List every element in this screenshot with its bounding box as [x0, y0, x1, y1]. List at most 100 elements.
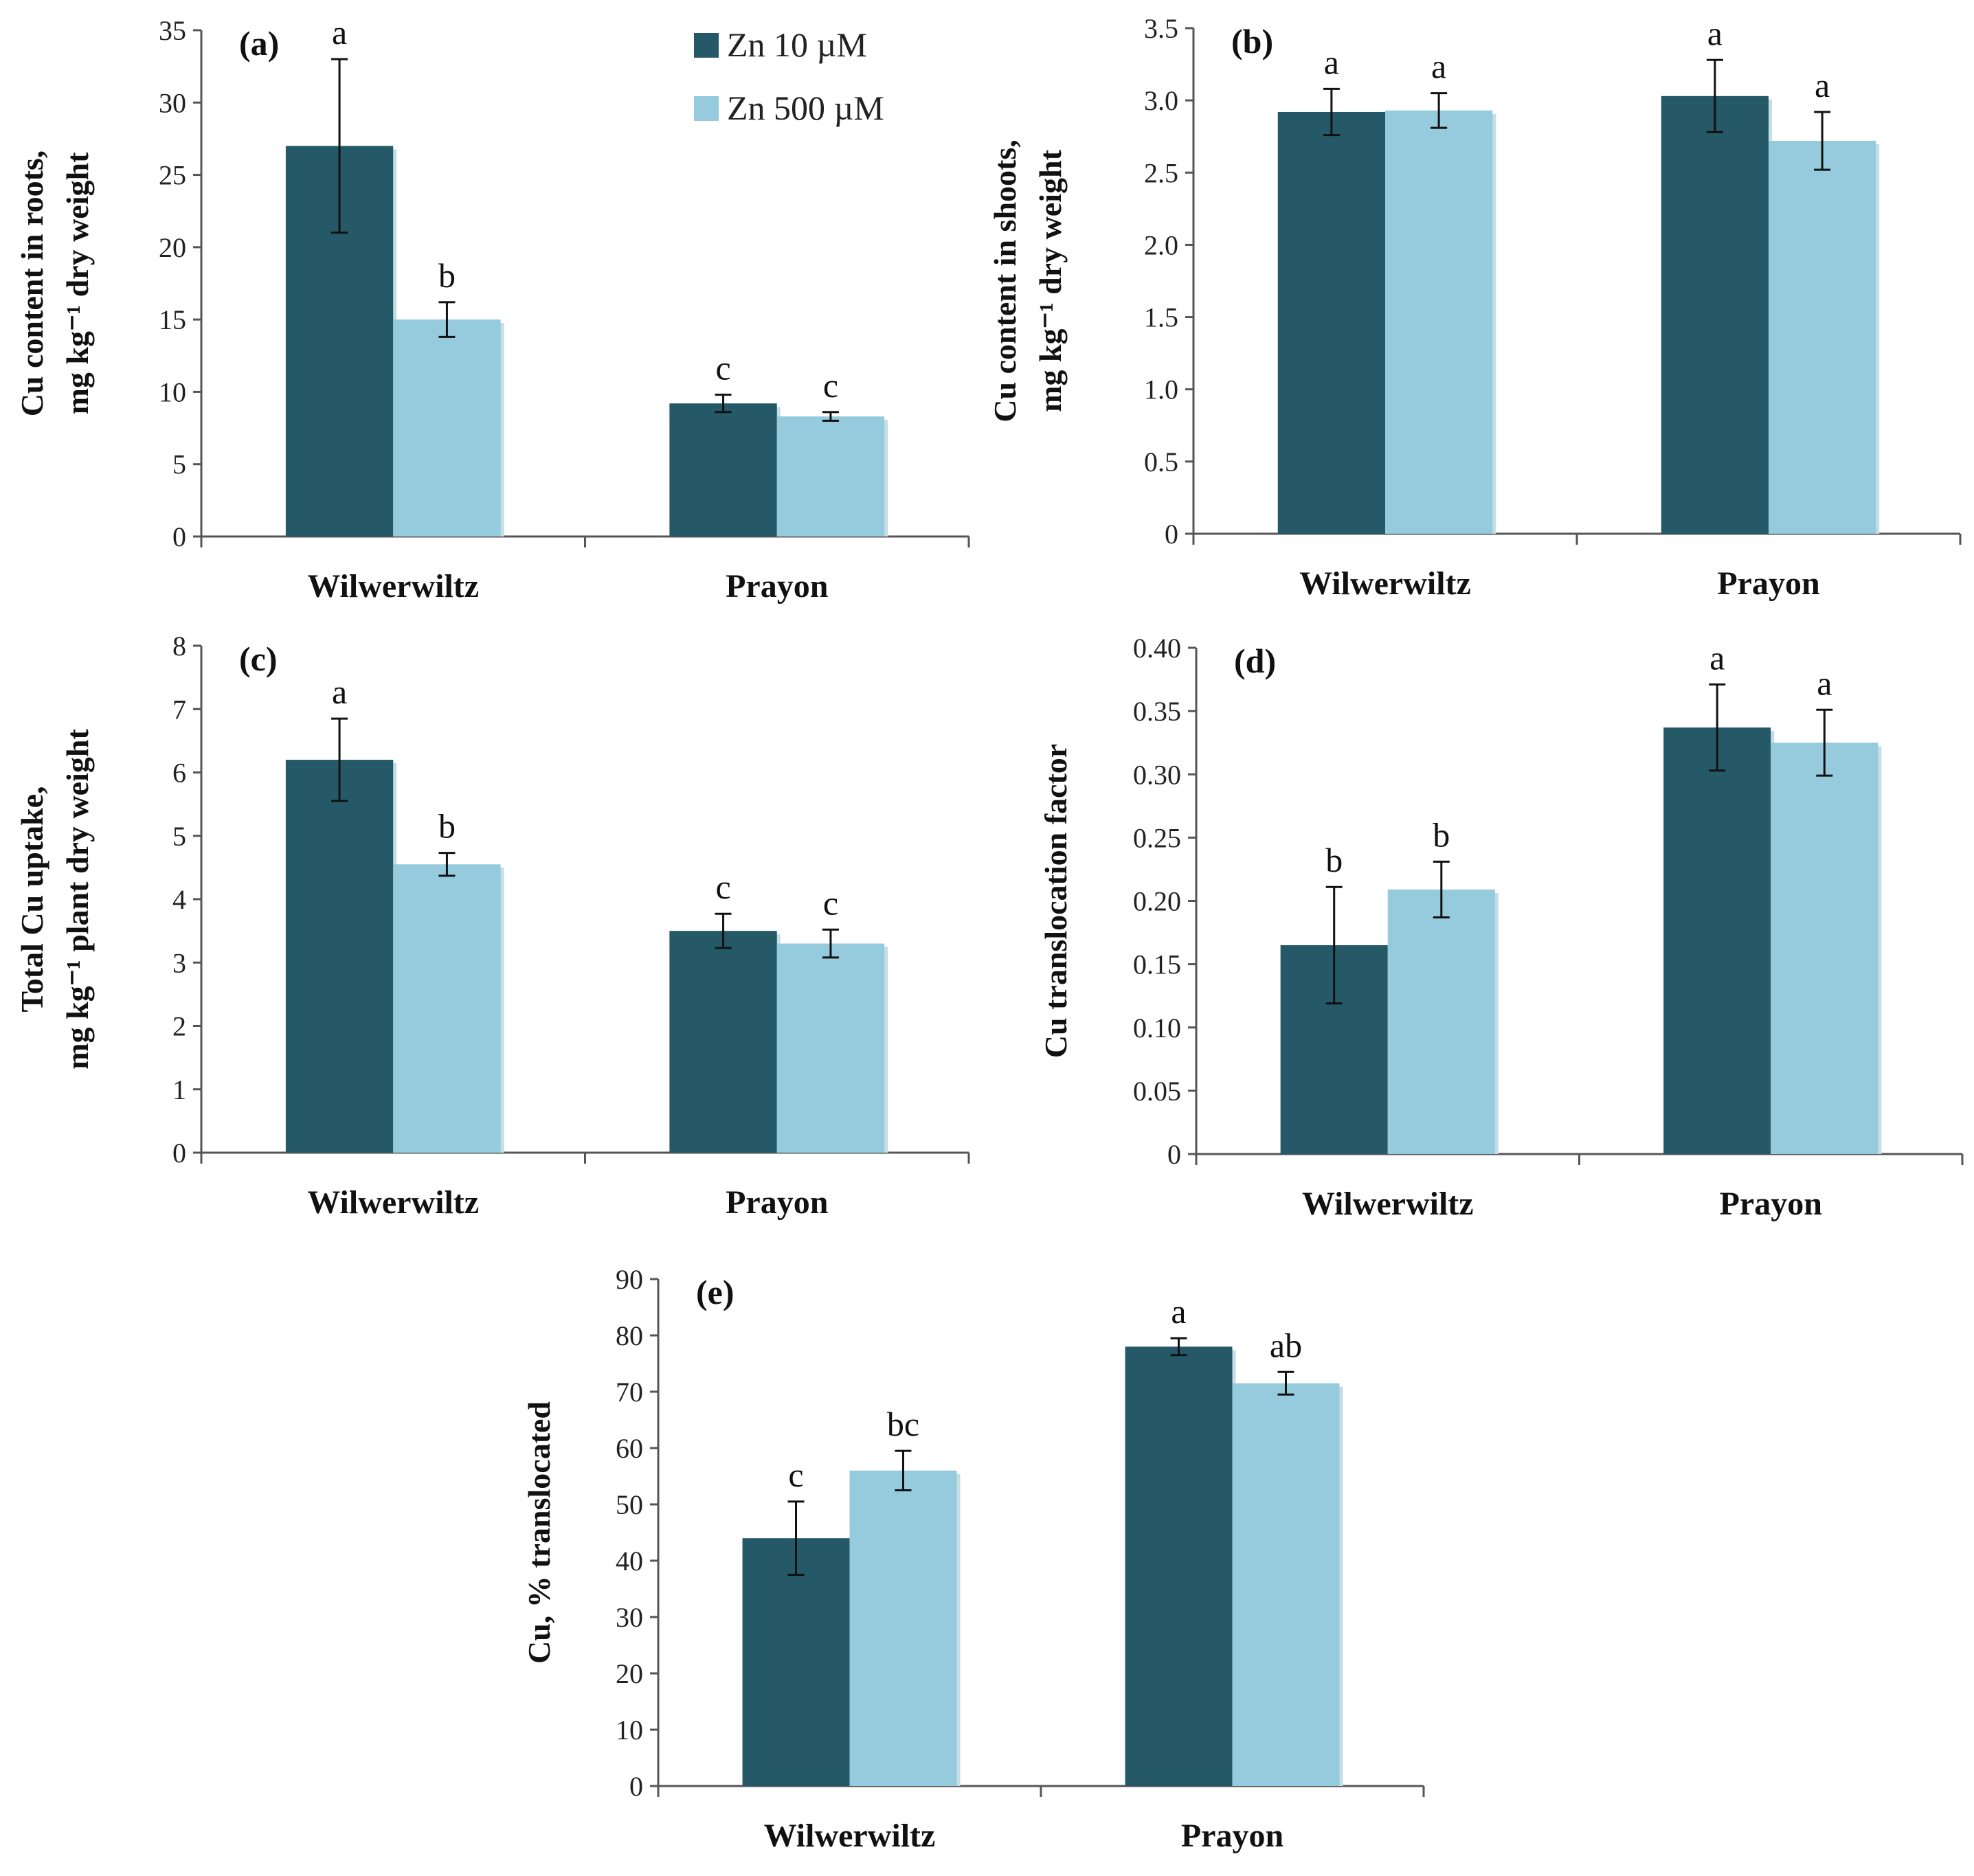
y-tick-label: 2 — [172, 1011, 186, 1042]
y-tick-label: 20 — [159, 232, 186, 263]
y-tick-label: 5 — [172, 821, 186, 852]
bar-zn10-prayon — [1125, 1346, 1233, 1786]
y-axis-title-units: mg kg⁻¹ plant dry weight — [60, 729, 95, 1070]
y-axis-title: Total Cu uptake, — [14, 786, 49, 1012]
legend-label-zn500: Zn 500 µM — [727, 89, 884, 127]
bar-zn10-wilwerwiltz — [285, 760, 394, 1153]
significance-letter: c — [823, 883, 838, 922]
significance-letter: a — [1171, 1292, 1186, 1331]
y-tick-label: 80 — [616, 1320, 643, 1351]
y-tick-label: 7 — [172, 694, 186, 725]
chart-panel-a: 0 5 10 15 20 25 30 35 Wilwerwiltz a b Prayon c c (a) Cu… — [14, 13, 970, 604]
bar-zn500-prayon — [776, 416, 885, 536]
bar-zn10-wilwerwiltz — [1277, 111, 1385, 534]
bar-zn500-wilwerwiltz — [393, 864, 501, 1153]
y-axis-title: Cu content in shoots, — [987, 139, 1022, 422]
y-tick-label: 30 — [159, 87, 186, 118]
y-tick-label: 0 — [1165, 519, 1178, 550]
significance-letter: a — [332, 13, 347, 52]
y-tick-label: 30 — [616, 1602, 643, 1633]
bar-zn500-wilwerwiltz — [393, 319, 501, 536]
bar-zn500-prayon — [1232, 1383, 1340, 1786]
legend-label-zn10: Zn 10 µM — [727, 25, 867, 64]
x-category-label: Wilwerwiltz — [307, 1184, 479, 1221]
panel-label: (c) — [239, 640, 278, 678]
y-tick-label: 20 — [616, 1658, 643, 1689]
y-axis-title-units: mg kg⁻¹ dry weight — [1033, 149, 1068, 411]
x-category-label: Wilwerwiltz — [307, 568, 479, 604]
significance-letter: c — [715, 868, 730, 906]
significance-letter: b — [438, 807, 456, 846]
legend: Zn 10 µM Zn 500 µM — [694, 25, 884, 127]
x-category-label: Prayon — [726, 568, 828, 604]
significance-letter: b — [1325, 841, 1343, 879]
y-tick-label: 0 — [172, 521, 186, 552]
significance-letter: c — [715, 349, 730, 387]
significance-letter: b — [438, 256, 456, 295]
chart-panel-d: 0 0.05 0.10 0.15 0.20 0.25 0.30 0.35 0.40 Wilwerw… — [1038, 633, 1964, 1222]
y-tick-label: 4 — [172, 884, 186, 915]
y-axis-title: Cu translocation factor — [1038, 744, 1073, 1058]
y-tick-label: 10 — [616, 1715, 643, 1745]
y-tick-label: 1.0 — [1144, 374, 1178, 405]
chart-panel-b: 0 0.5 1.0 1.5 2.0 2.5 3.0 3.5 Wilwerwiltz a a Prayo… — [987, 13, 1962, 602]
y-tick-label: 90 — [616, 1264, 643, 1295]
significance-letter: c — [823, 366, 838, 405]
y-tick-label: 8 — [172, 631, 186, 662]
y-tick-label: 2.5 — [1144, 157, 1178, 188]
panel-label: (d) — [1234, 642, 1276, 680]
significance-letter: b — [1433, 815, 1450, 854]
bar-zn500-prayon — [1769, 141, 1876, 534]
bar-zn500-prayon — [1771, 743, 1878, 1154]
y-tick-label: 70 — [616, 1377, 643, 1408]
y-tick-label: 0 — [172, 1138, 186, 1168]
y-tick-label: 0.40 — [1133, 633, 1181, 664]
significance-letter: ab — [1270, 1326, 1302, 1364]
panel-label: (e) — [696, 1273, 734, 1311]
y-tick-label: 50 — [616, 1489, 643, 1520]
y-tick-label: 0.15 — [1133, 949, 1181, 980]
chart-panel-e: 0 10 20 30 40 50 60 70 80 90 Wilwerwiltz c bc Prayon a… — [521, 1264, 1425, 1854]
x-category-label: Wilwerwiltz — [1299, 565, 1471, 602]
bar-zn10-prayon — [1661, 95, 1769, 534]
y-axis-title: Cu, % translocated — [521, 1401, 557, 1664]
x-category-label: Prayon — [726, 1184, 828, 1221]
y-tick-label: 15 — [159, 304, 186, 335]
y-tick-label: 0.30 — [1133, 759, 1181, 790]
x-category-label: Wilwerwiltz — [764, 1818, 936, 1854]
bar-zn10-prayon — [669, 931, 777, 1153]
y-tick-label: 1 — [172, 1074, 186, 1105]
significance-letter: a — [1324, 43, 1339, 81]
significance-letter: a — [332, 673, 347, 711]
bar-zn500-wilwerwiltz — [1385, 110, 1493, 534]
bar-zn500-wilwerwiltz — [849, 1470, 957, 1786]
y-tick-label: 2.0 — [1144, 229, 1178, 260]
significance-letter: bc — [887, 1405, 919, 1443]
x-category-label: Prayon — [1181, 1818, 1283, 1854]
y-tick-label: 0.5 — [1144, 447, 1178, 477]
y-tick-label: 0.10 — [1133, 1013, 1181, 1043]
bar-zn500-prayon — [776, 943, 885, 1153]
y-tick-label: 35 — [159, 15, 186, 46]
y-tick-label: 5 — [172, 449, 186, 480]
y-tick-label: 6 — [172, 758, 186, 789]
legend-swatch-zn500 — [694, 96, 719, 121]
y-tick-label: 0.20 — [1133, 886, 1181, 917]
y-tick-label: 1.5 — [1144, 302, 1178, 333]
y-tick-label: 40 — [616, 1546, 643, 1576]
chart-panel-c: 0 1 2 3 4 5 6 7 8 Wilwerwiltz a b Prayon c c (c) Total C… — [14, 631, 970, 1221]
y-tick-label: 10 — [159, 376, 186, 407]
significance-letter: c — [788, 1456, 803, 1494]
x-category-label: Wilwerwiltz — [1302, 1186, 1474, 1222]
legend-swatch-zn10 — [694, 33, 719, 58]
y-tick-label: 0.25 — [1133, 822, 1181, 853]
y-axis-title-units: mg kg⁻¹ dry weight — [60, 152, 95, 414]
y-tick-label: 25 — [159, 160, 186, 191]
significance-letter: a — [1709, 638, 1725, 677]
bar-zn10-wilwerwiltz — [742, 1538, 850, 1786]
y-tick-label: 3 — [172, 947, 186, 978]
y-tick-label: 3.0 — [1144, 85, 1178, 116]
bar-zn10-prayon — [669, 403, 777, 536]
bar-zn500-wilwerwiltz — [1387, 889, 1495, 1154]
